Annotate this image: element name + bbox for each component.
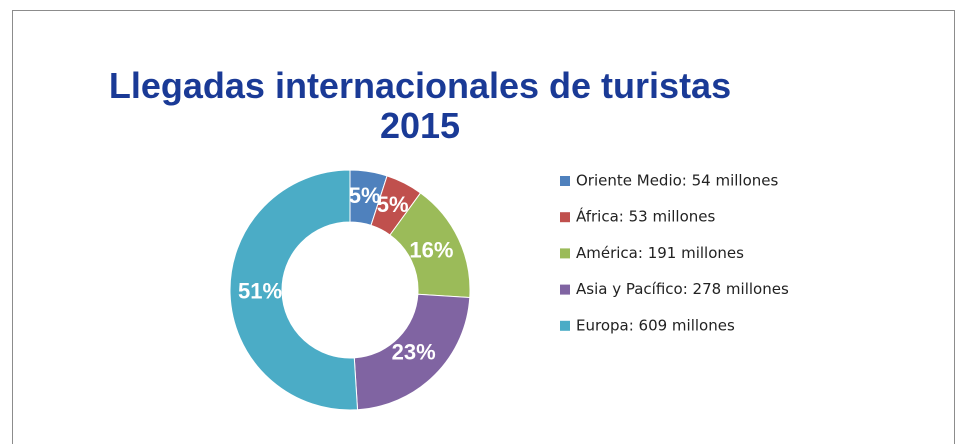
legend-swatch — [560, 176, 570, 186]
legend-swatch — [560, 212, 570, 223]
chart-frame — [12, 10, 955, 444]
legend-label: África: 53 millones — [576, 207, 715, 226]
legend-swatch — [560, 284, 570, 295]
donut-slice — [229, 169, 359, 411]
legend-swatch — [560, 248, 570, 259]
legend-label: América: 191 millones — [576, 244, 744, 262]
slice-label: 16% — [409, 237, 453, 262]
chart-title: Llegadas internacionales de turistas 201… — [108, 65, 732, 146]
slice-label: 5% — [377, 192, 409, 217]
legend-label: Europa: 609 millones — [576, 316, 735, 334]
slice-label: 23% — [392, 339, 436, 364]
slice-label: 5% — [349, 183, 381, 208]
legend-label: Asia y Pacífico: 278 millones — [576, 280, 789, 298]
legend-swatch — [560, 320, 570, 331]
slice-label: 51% — [238, 279, 282, 304]
legend-label: Oriente Medio: 54 millones — [576, 172, 778, 190]
